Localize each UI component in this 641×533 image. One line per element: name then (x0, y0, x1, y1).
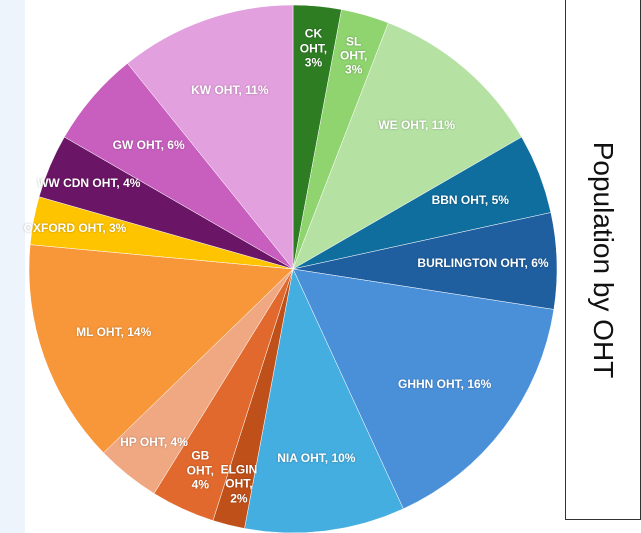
data-label: BBN OHT, 5% (431, 193, 509, 208)
chart-title: Population by OHT (588, 141, 619, 379)
data-label: GHHN OHT, 16% (397, 376, 492, 391)
data-label: WE OHT, 11% (378, 117, 455, 132)
pie-slice (127, 4, 294, 270)
data-label: GB OHT, 4% (186, 448, 214, 492)
data-label: ELGIN OHT, 2% (220, 462, 258, 506)
data-label: OXFORD OHT, 3% (23, 221, 127, 236)
data-label: NIA OHT, 10% (277, 450, 356, 465)
pie-slice (28, 244, 294, 454)
data-label: SL OHT, 3% (340, 34, 368, 77)
data-label: WW CDN OHT, 4% (37, 175, 141, 190)
data-label: HP OHT, 4% (120, 434, 188, 449)
title-box (565, 0, 641, 520)
pie-slice (292, 22, 522, 270)
pie-chart (28, 4, 558, 533)
data-label: ML OHT, 14% (76, 324, 152, 339)
pie-slice (292, 268, 555, 510)
data-label: KW OHT, 11% (191, 82, 269, 97)
data-label: CK OHT, 3% (299, 26, 328, 70)
pie-slice (244, 268, 404, 533)
side-strip (0, 0, 25, 533)
data-label: BURLINGTON OHT, 6% (417, 255, 549, 270)
data-label: GW OHT, 6% (112, 138, 185, 153)
